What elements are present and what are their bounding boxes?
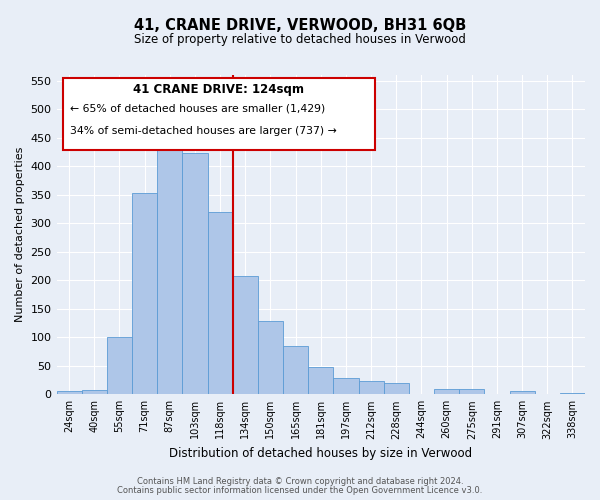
Bar bbox=[157, 140, 182, 394]
Bar bbox=[182, 152, 208, 394]
Bar bbox=[82, 390, 107, 394]
Bar bbox=[383, 384, 409, 394]
Bar bbox=[107, 338, 132, 394]
Text: Contains HM Land Registry data © Crown copyright and database right 2024.: Contains HM Land Registry data © Crown c… bbox=[137, 477, 463, 486]
Text: Size of property relative to detached houses in Verwood: Size of property relative to detached ho… bbox=[134, 32, 466, 46]
Bar bbox=[459, 389, 484, 394]
Bar bbox=[334, 378, 359, 394]
Bar bbox=[359, 380, 383, 394]
Bar bbox=[308, 367, 334, 394]
Text: 41, CRANE DRIVE, VERWOOD, BH31 6QB: 41, CRANE DRIVE, VERWOOD, BH31 6QB bbox=[134, 18, 466, 32]
Bar bbox=[283, 346, 308, 395]
Text: ← 65% of detached houses are smaller (1,429): ← 65% of detached houses are smaller (1,… bbox=[70, 103, 325, 113]
Bar bbox=[258, 322, 283, 394]
Bar bbox=[132, 193, 157, 394]
Text: 34% of semi-detached houses are larger (737) →: 34% of semi-detached houses are larger (… bbox=[70, 126, 337, 136]
Text: Contains public sector information licensed under the Open Government Licence v3: Contains public sector information licen… bbox=[118, 486, 482, 495]
Bar bbox=[560, 392, 585, 394]
Bar bbox=[434, 389, 459, 394]
Text: 41 CRANE DRIVE: 124sqm: 41 CRANE DRIVE: 124sqm bbox=[133, 82, 304, 96]
Bar bbox=[233, 276, 258, 394]
Bar bbox=[56, 392, 82, 394]
Bar bbox=[509, 392, 535, 394]
Bar bbox=[208, 212, 233, 394]
Y-axis label: Number of detached properties: Number of detached properties bbox=[15, 147, 25, 322]
X-axis label: Distribution of detached houses by size in Verwood: Distribution of detached houses by size … bbox=[169, 447, 472, 460]
